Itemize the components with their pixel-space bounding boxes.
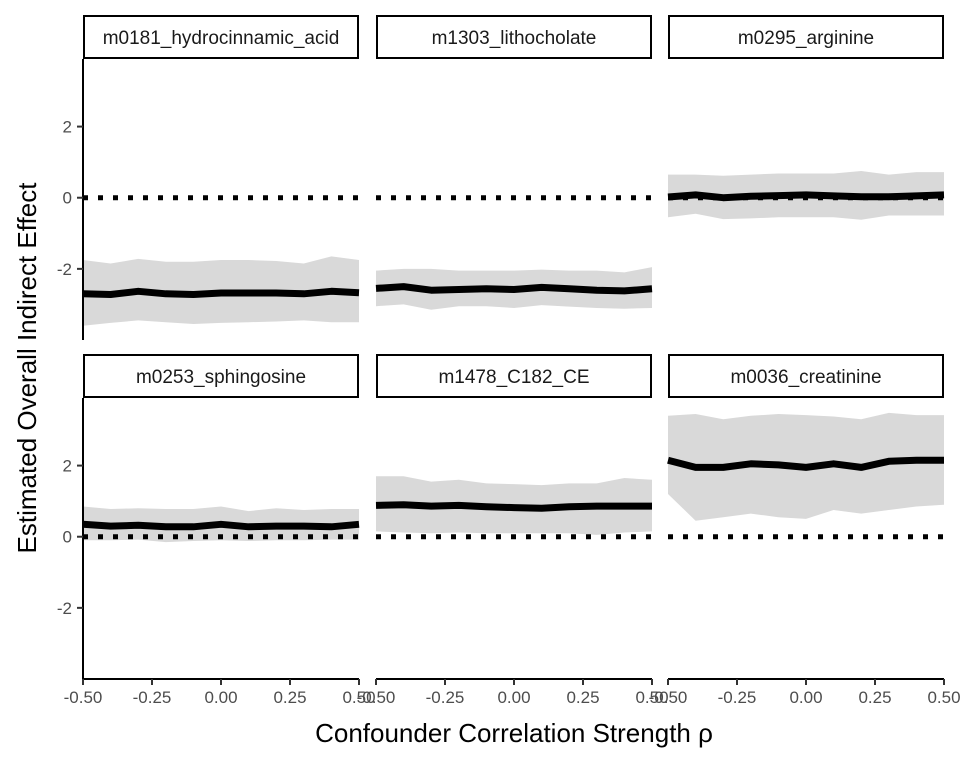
facet-panel: m1478_C182_CE xyxy=(375,354,652,540)
x-tick-label: 0.00 xyxy=(789,688,822,707)
facet-strip xyxy=(83,354,359,398)
x-axis: -0.50 -0.25 0.00 0.25 0.50 xyxy=(649,678,960,707)
x-axis: -0.50 -0.25 0.00 0.25 0.50 xyxy=(64,678,376,707)
x-tick-label: 0.00 xyxy=(204,688,237,707)
facet-strip xyxy=(376,15,652,59)
x-axis: -0.50 -0.25 0.00 0.25 0.50 xyxy=(357,678,669,707)
x-tick-label: -0.50 xyxy=(649,688,688,707)
x-axes: -0.50 -0.25 0.00 0.25 0.50-0.50 -0.25 0.00 0.25… xyxy=(64,678,960,707)
facet-panel: m0181_hydrocinnamic_acid xyxy=(82,15,360,326)
estimate-line xyxy=(667,191,945,202)
x-tick-label: 0.00 xyxy=(497,688,530,707)
facet-panel: m1303_lithocholate xyxy=(375,15,653,310)
x-tick-label: 0.25 xyxy=(858,688,891,707)
y-tick-label: -2 xyxy=(57,260,72,279)
facet-strip-label: m0295_arginine xyxy=(738,28,874,49)
facet-strip xyxy=(83,15,359,59)
x-axis-title: Confounder Correlation Strength ρ xyxy=(315,718,713,748)
x-tick-label: -0.25 xyxy=(426,688,465,707)
facet-panel: m0036_creatinine xyxy=(667,354,944,540)
facet-strip xyxy=(668,15,944,59)
estimate-line xyxy=(82,520,360,531)
panels: m0181_hydrocinnamic_acid m1303_lithochola… xyxy=(82,15,945,543)
y-tick-label: 2 xyxy=(63,118,72,137)
estimate-line xyxy=(375,283,653,295)
y-axes: -2 0 2 -2 0 2 xyxy=(57,59,84,679)
y-tick-label: 0 xyxy=(63,528,72,547)
y-tick-label: 2 xyxy=(63,457,72,476)
y-axis-title: Estimated Overall Indirect Effect xyxy=(12,182,42,554)
x-tick-label: -0.50 xyxy=(64,688,103,707)
facet-strip-label: m1303_lithocholate xyxy=(432,28,597,49)
facet-strip-label: m0181_hydrocinnamic_acid xyxy=(103,28,340,49)
x-tick-label: 0.50 xyxy=(927,688,960,707)
estimate-line xyxy=(667,456,944,471)
facet-strip xyxy=(376,354,652,398)
x-tick-label: 0.50 xyxy=(635,688,668,707)
facet-strip-label: m0253_sphingosine xyxy=(136,367,306,388)
x-tick-label: 0.25 xyxy=(566,688,599,707)
estimate-line xyxy=(375,501,652,512)
facet-panel: m0253_sphingosine xyxy=(82,354,360,543)
facet-strip xyxy=(668,354,944,398)
x-tick-label: 0.25 xyxy=(273,688,306,707)
x-tick-label: 0.50 xyxy=(342,688,375,707)
y-tick-label: -2 xyxy=(57,599,72,618)
facet-strip-label: m1478_C182_CE xyxy=(438,367,589,388)
facet-strip-label: m0036_creatinine xyxy=(730,367,881,388)
x-tick-label: -0.25 xyxy=(133,688,172,707)
y-axis: -2 0 2 xyxy=(57,398,84,679)
x-tick-label: -0.25 xyxy=(718,688,757,707)
facet-panel: m0295_arginine xyxy=(667,15,945,220)
estimate-line xyxy=(82,287,360,298)
x-tick-label: -0.50 xyxy=(357,688,396,707)
y-tick-label: 0 xyxy=(63,189,72,208)
y-axis: -2 0 2 xyxy=(57,59,84,340)
